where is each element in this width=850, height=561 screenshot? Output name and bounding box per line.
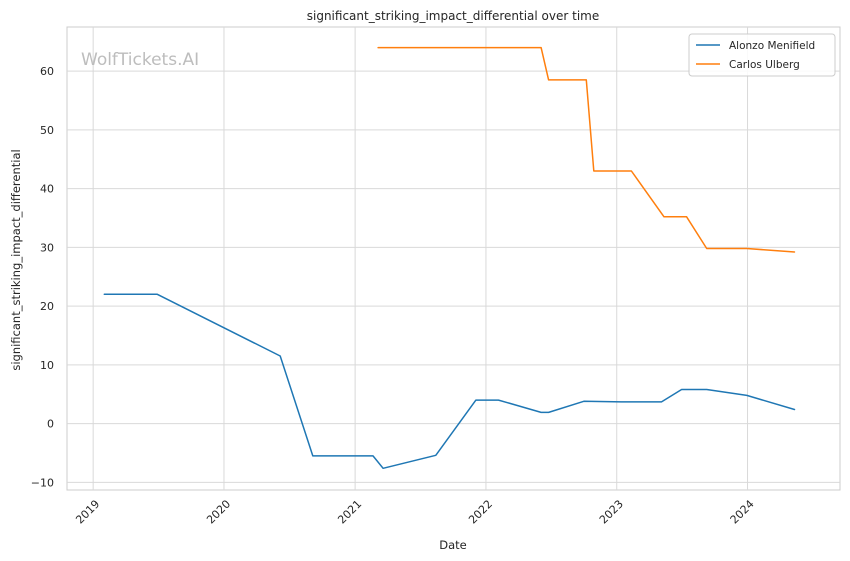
watermark: WolfTickets.AI: [81, 50, 199, 70]
y-tick-label: 30: [40, 241, 54, 254]
y-axis-title: significant_striking_impact_differential: [9, 149, 23, 370]
plot-area: [66, 26, 841, 491]
legend: Alonzo Menifield Carlos Ulberg: [688, 33, 836, 77]
y-tick-label: 50: [40, 124, 54, 137]
y-tick-labels: −10 0 10 20 30 40 50 60: [31, 65, 54, 489]
y-tick-label: 60: [40, 65, 54, 78]
y-tick-label: 0: [47, 418, 54, 431]
x-tick-label: 2020: [204, 498, 233, 527]
y-tick-label: 20: [40, 300, 54, 313]
legend-label-alonzo-menifield: Alonzo Menifield: [729, 40, 815, 52]
x-tick-label: 2024: [728, 498, 757, 527]
x-tick-label: 2021: [335, 498, 364, 527]
x-tick-labels: 2019 2020 2021 2022 2023 2024: [73, 498, 756, 527]
series-layer: [103, 46, 796, 470]
x-tick-label: 2023: [597, 498, 626, 527]
series-line-carlos-ulberg: [377, 46, 796, 253]
x-tick-label: 2019: [73, 498, 102, 527]
y-tick-label: 40: [40, 183, 54, 196]
x-tick-label: 2022: [466, 498, 495, 527]
series-line-alonzo-menifield: [103, 293, 796, 470]
chart-title: significant_striking_impact_differential…: [307, 9, 599, 23]
legend-box: [688, 33, 836, 77]
legend-label-carlos-ulberg: Carlos Ulberg: [729, 59, 800, 71]
x-axis-title: Date: [439, 538, 467, 552]
y-tick-label: −10: [31, 476, 54, 489]
y-tick-label: 10: [40, 359, 54, 372]
